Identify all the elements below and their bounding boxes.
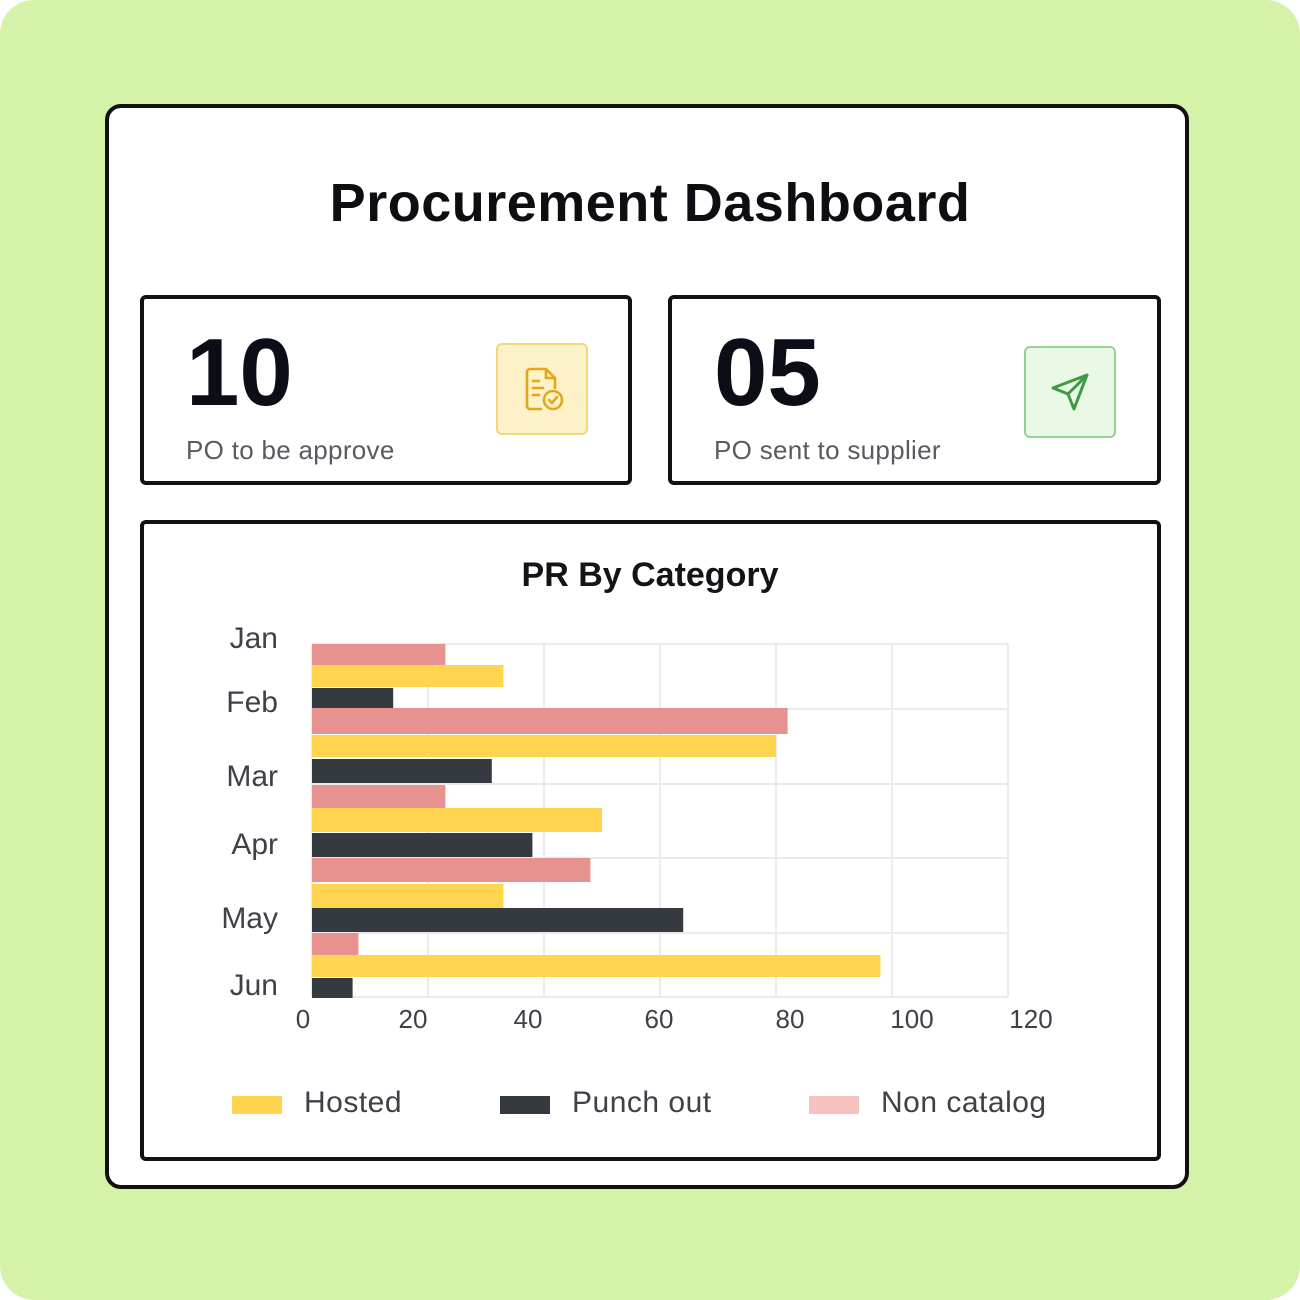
y-tick-label: Mar xyxy=(226,760,278,793)
bar-hosted-may[interactable] xyxy=(312,955,881,977)
x-tick-label: 60 xyxy=(645,1004,674,1034)
y-tick-label: Jun xyxy=(230,969,278,1002)
x-tick-label: 0 xyxy=(296,1004,310,1034)
po-sent-label: PO sent to supplier xyxy=(714,435,941,465)
bar-punch-out-jun[interactable] xyxy=(312,978,353,998)
chart-card xyxy=(140,520,1161,1161)
bar-punch-out-mar[interactable] xyxy=(312,833,533,857)
po-approve-label: PO to be approve xyxy=(186,435,395,465)
page-title: Procurement Dashboard xyxy=(329,173,971,233)
po-sent-card[interactable]: 05 PO sent to supplier xyxy=(668,295,1161,485)
y-tick-label: May xyxy=(221,902,278,935)
legend-swatch-punch-out xyxy=(500,1096,550,1114)
bar-hosted-apr[interactable] xyxy=(312,884,504,908)
bar-hosted-feb[interactable] xyxy=(312,735,776,757)
bar-hosted-jan[interactable] xyxy=(312,665,504,687)
bar-punch-out-feb[interactable] xyxy=(312,759,492,783)
send-icon xyxy=(1024,346,1116,438)
x-tick-label: 40 xyxy=(514,1004,543,1034)
x-tick-label: 120 xyxy=(1009,1004,1052,1034)
y-tick-label: Feb xyxy=(226,686,278,719)
bar-non-catalog-apr[interactable] xyxy=(312,858,591,882)
document-check-icon xyxy=(496,343,588,435)
x-tick-label: 80 xyxy=(776,1004,805,1034)
legend-label-punch-out: Punch out xyxy=(572,1086,712,1119)
legend-label-hosted: Hosted xyxy=(304,1086,403,1119)
bar-non-catalog-mar[interactable] xyxy=(312,785,446,808)
bar-non-catalog-may[interactable] xyxy=(312,933,359,955)
x-tick-label: 20 xyxy=(399,1004,428,1034)
po-approve-card[interactable]: 10 PO to be approve xyxy=(140,295,632,485)
bar-punch-out-apr[interactable] xyxy=(312,908,684,932)
y-tick-label: Apr xyxy=(231,828,278,861)
legend-label-non-catalog: Non catalog xyxy=(881,1086,1047,1119)
legend-swatch-non-catalog xyxy=(809,1096,859,1114)
po-approve-count: 10 xyxy=(186,319,293,426)
po-sent-count: 05 xyxy=(714,319,821,426)
bar-non-catalog-feb[interactable] xyxy=(312,708,788,734)
y-tick-label: Jan xyxy=(230,622,278,655)
bar-punch-out-jan[interactable] xyxy=(312,688,394,708)
bar-non-catalog-jan[interactable] xyxy=(312,644,446,666)
bar-hosted-mar[interactable] xyxy=(312,808,602,832)
chart-title: PR By Category xyxy=(521,556,779,594)
legend-swatch-hosted xyxy=(232,1096,282,1114)
x-tick-label: 100 xyxy=(890,1004,933,1034)
